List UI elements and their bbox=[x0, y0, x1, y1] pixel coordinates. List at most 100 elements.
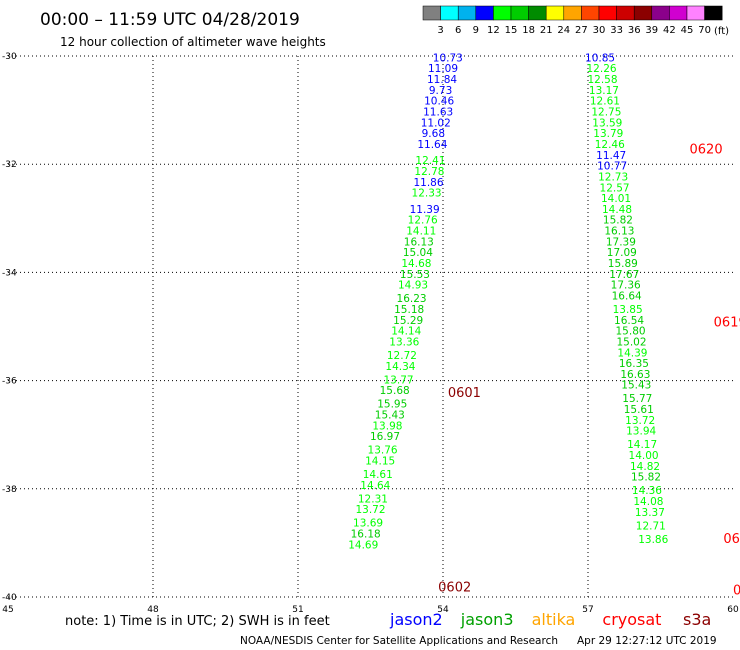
swh-value-label: 15.18 bbox=[394, 304, 424, 316]
swh-value-label: 16.63 bbox=[620, 369, 650, 381]
x-tick-label: 57 bbox=[582, 605, 593, 615]
swh-value-label: 10.77 bbox=[597, 161, 627, 173]
swh-value-label: 10.46 bbox=[424, 96, 454, 108]
swh-value-label: 14.61 bbox=[363, 469, 393, 481]
swh-value-label: 14.00 bbox=[629, 450, 659, 462]
footer-credit: NOAA/NESDIS Center for Satellite Applica… bbox=[240, 635, 558, 647]
swh-value-label: 13.76 bbox=[368, 445, 398, 457]
swh-value-label: 12.76 bbox=[408, 215, 438, 227]
y-tick-labels: -30 -32 -34 -36 -38 -40 bbox=[2, 52, 17, 603]
swh-value-label: 14.36 bbox=[632, 485, 662, 497]
swh-value-label: 12.75 bbox=[591, 107, 621, 119]
x-tick-label: 45 bbox=[2, 605, 13, 615]
swh-value-label: 17.09 bbox=[607, 247, 637, 259]
swh-value-label: 15.82 bbox=[603, 215, 633, 227]
swh-value-label: 11.86 bbox=[413, 177, 443, 189]
swh-value-label: 14.93 bbox=[398, 280, 428, 292]
swh-value-label: 12.61 bbox=[590, 96, 620, 108]
swh-value-label: 13.77 bbox=[384, 374, 414, 386]
color-scale-box bbox=[581, 5, 600, 21]
swh-value-label: 15.04 bbox=[403, 247, 433, 259]
color-scale-box bbox=[457, 5, 477, 21]
swh-value-label: 14.11 bbox=[406, 226, 436, 238]
color-scale-box bbox=[704, 5, 723, 21]
swh-value-label: 12.31 bbox=[358, 493, 388, 505]
swh-value-label: 11.09 bbox=[428, 63, 458, 75]
time-label: 0601 bbox=[448, 386, 481, 401]
y-tick-label: -32 bbox=[2, 160, 17, 170]
swh-value-label: 14.15 bbox=[365, 455, 395, 467]
swh-value-label: 14.01 bbox=[601, 193, 631, 205]
swh-value-label: 14.82 bbox=[630, 461, 660, 473]
swh-value-label: 12.58 bbox=[587, 74, 617, 86]
color-scale-label: 18 bbox=[522, 25, 535, 36]
color-scale-label: 42 bbox=[663, 25, 676, 36]
swh-value-label: 15.82 bbox=[631, 472, 661, 484]
swh-value-label: 14.17 bbox=[627, 439, 657, 451]
color-scale-labels: 3 6 9 12 15 18 21 24 27 30 33 36 39 42 45 70 bbox=[437, 25, 711, 36]
swh-value-label: 13.98 bbox=[372, 420, 402, 432]
swh-value-label: 13.69 bbox=[353, 518, 383, 530]
swh-value-label: 13.17 bbox=[589, 85, 619, 97]
y-tick-label: -36 bbox=[2, 377, 17, 387]
swh-value-label: 14.34 bbox=[385, 361, 415, 373]
swh-value-label: 15.43 bbox=[621, 380, 651, 392]
swh-value-label: 11.39 bbox=[410, 204, 440, 216]
color-scale-label: 36 bbox=[628, 25, 641, 36]
swh-value-label: 16.18 bbox=[351, 528, 381, 540]
legend-item: jason2 bbox=[389, 610, 443, 629]
swh-value-label: 15.61 bbox=[624, 404, 654, 416]
swh-value-label: 13.94 bbox=[626, 426, 656, 438]
swh-value-label: 15.95 bbox=[377, 399, 407, 411]
swh-value-label: 13.86 bbox=[638, 534, 668, 546]
color-scale-bar bbox=[422, 5, 723, 21]
y-tick-label: -38 bbox=[2, 485, 17, 495]
color-scale-box bbox=[598, 5, 617, 21]
swh-value-label: 13.72 bbox=[355, 504, 385, 516]
swh-value-label: 16.64 bbox=[612, 290, 642, 302]
swh-value-label: 13.59 bbox=[592, 117, 622, 129]
swh-value-label: 11.02 bbox=[421, 117, 451, 129]
swh-value-label: 13.37 bbox=[635, 507, 665, 519]
swh-value-label: 14.14 bbox=[391, 326, 421, 338]
color-scale-box bbox=[563, 5, 582, 21]
x-tick-label: 51 bbox=[292, 605, 303, 615]
swh-value-label: 13.85 bbox=[613, 304, 643, 316]
color-scale-label: 70 bbox=[698, 25, 711, 36]
swh-value-label: 12.72 bbox=[387, 350, 417, 362]
x-tick-label: 60 bbox=[727, 605, 739, 615]
y-tick-label: -34 bbox=[2, 268, 17, 278]
swh-value-label: 9.73 bbox=[429, 85, 452, 97]
swh-value-label: 14.48 bbox=[602, 204, 632, 216]
color-scale-box bbox=[528, 5, 547, 21]
color-scale-box bbox=[440, 5, 459, 21]
swh-value-label: 12.78 bbox=[414, 166, 444, 178]
swh-value-label: 15.68 bbox=[380, 385, 410, 397]
swh-value-label: 14.08 bbox=[633, 496, 663, 508]
swh-value-label: 12.41 bbox=[415, 155, 445, 167]
swh-value-label: 15.53 bbox=[400, 269, 430, 281]
color-scale-label: 30 bbox=[593, 25, 606, 36]
color-scale-label: 3 bbox=[437, 25, 443, 36]
swh-value-label: 15.89 bbox=[608, 258, 638, 270]
swh-value-label: 13.36 bbox=[389, 336, 419, 348]
swh-value-label: 17.36 bbox=[611, 280, 641, 292]
time-labels: 0601 0602 0620 0619 0618 0617 bbox=[438, 142, 740, 598]
swh-value-label: 15.77 bbox=[622, 393, 652, 405]
swh-value-label: 10.85 bbox=[585, 52, 615, 64]
chart-title: 00:00 – 11:59 UTC 04/28/2019 bbox=[40, 10, 300, 30]
swh-value-label: 14.68 bbox=[401, 258, 431, 270]
x-tick-label: 48 bbox=[147, 605, 159, 615]
swh-value-label: 11.63 bbox=[423, 107, 453, 119]
color-scale-box bbox=[633, 5, 653, 21]
y-tick-label: -40 bbox=[2, 593, 17, 603]
color-scale-box bbox=[669, 5, 688, 21]
swh-value-label: 15.80 bbox=[616, 326, 646, 338]
swh-value-label: 12.26 bbox=[587, 63, 617, 75]
legend-item: cryosat bbox=[602, 610, 661, 629]
swh-value-label: 13.72 bbox=[625, 415, 655, 427]
color-scale-box bbox=[651, 5, 670, 21]
color-scale-box bbox=[545, 5, 565, 21]
swh-value-label: 12.33 bbox=[412, 188, 442, 200]
